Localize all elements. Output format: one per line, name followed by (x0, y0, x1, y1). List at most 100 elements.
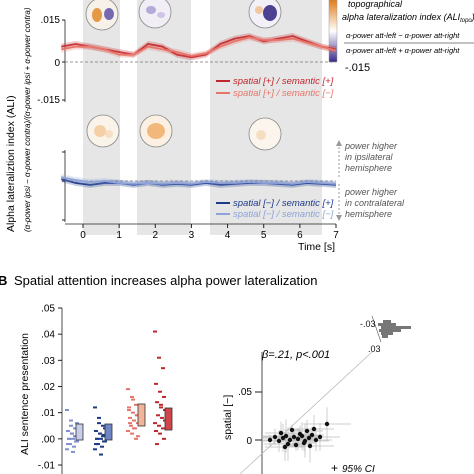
scatter-point (283, 433, 289, 439)
scatter-ytick: .05 (238, 387, 252, 398)
strip-point (155, 443, 159, 446)
strip-point (155, 401, 159, 404)
strip-point (131, 411, 135, 414)
strip-point (157, 424, 161, 427)
scatter-ylabel: spatial [−] (222, 395, 234, 440)
svg-text:power higher: power higher (344, 187, 398, 197)
strip-point (65, 409, 69, 412)
x-tick-label: 0 (80, 230, 86, 241)
svg-text:in ipsilateral: in ipsilateral (345, 152, 394, 162)
scatter-point (278, 430, 284, 436)
ci-label: 95% CI (342, 464, 375, 474)
strip-ytick: .03 (41, 356, 55, 367)
scatter-point (297, 431, 303, 437)
scatter-points (262, 407, 351, 463)
strip-axes: .05 .04 .03 .02 .01 .00 -.01 ALI sentence pres… (19, 304, 63, 474)
scatter-ytick: 0 (246, 436, 252, 447)
strip-point (75, 422, 79, 425)
strip-point (162, 437, 166, 440)
strip-point (97, 416, 101, 419)
topoplot-icon (86, 114, 120, 148)
scatter-point (301, 440, 307, 446)
strip-point (160, 416, 164, 419)
strip-point (71, 450, 75, 453)
colorbar-min-label: -.015 (345, 62, 370, 74)
strip-point (158, 432, 162, 435)
side-notes: power higher in ipsilateral hemisphere p… (336, 140, 405, 221)
scatter-point (293, 442, 299, 448)
scatter-axes: .05 0 spatial [−] β=.21, p<.001 95% CI + (222, 349, 375, 474)
strip-point (93, 448, 97, 451)
x-axis-label: Time [s] (298, 241, 335, 253)
strip-point (100, 445, 104, 448)
strip-point (74, 440, 78, 443)
scatter-histogram: -.03 .03 (360, 315, 411, 354)
scatter-point (324, 421, 330, 427)
mid-panel-series (61, 174, 337, 188)
x-tick-label: 7 (333, 230, 339, 241)
strip-ytick: .04 (41, 330, 55, 341)
strip-point (99, 453, 103, 456)
x-tick-label: 1 (116, 230, 122, 241)
topoplots-mid (86, 114, 282, 151)
scatter-point (272, 434, 278, 440)
legend-label: spatial [−] / semantic [+] (233, 198, 334, 209)
ci-marker: + (331, 461, 338, 474)
scatter-point (282, 444, 288, 450)
strip-ytick: .00 (41, 434, 55, 445)
strip-point (162, 395, 166, 398)
x-tick-label: 3 (189, 230, 195, 241)
colorbar-formula-denominator: α-power att-left + α-power att-right (346, 46, 460, 55)
strip-point (129, 424, 133, 427)
x-tick-label: 2 (153, 230, 159, 241)
scatter-point (287, 437, 293, 443)
scatter-point (276, 438, 282, 444)
strip-boxes (75, 403, 173, 441)
scatter-point (317, 434, 323, 440)
legend-label: spatial [−] / semantic [−] (233, 209, 334, 220)
strip-point (99, 437, 103, 440)
strip-point (126, 429, 130, 432)
panel-b-title: Spatial attention increases alpha power … (14, 273, 318, 288)
strip-ytick: .05 (41, 304, 55, 315)
colorbar-title-line1: topographical (348, 0, 403, 9)
hist-tick: .03 (368, 344, 381, 354)
strip-point (102, 433, 106, 436)
strip-point (66, 443, 70, 446)
top-ytick: 0 (54, 58, 60, 69)
svg-text:hemisphere: hemisphere (345, 209, 392, 219)
strip-point (73, 435, 77, 438)
colorbar-formula-numerator: α-power att-left − α-power att-right (346, 31, 460, 40)
strip-point (159, 406, 163, 409)
scatter-point (307, 443, 313, 449)
legend-label: spatial [+] / semantic [+] (233, 76, 334, 87)
strip-point (102, 440, 106, 443)
strip-point (132, 427, 136, 430)
x-tick-label: 5 (261, 230, 267, 241)
strip-point (126, 388, 130, 391)
strip-point (70, 432, 74, 435)
strip-ytick: .02 (41, 382, 55, 393)
scatter-point (267, 437, 273, 443)
panel-b-letter: B (0, 273, 7, 288)
strip-point (131, 398, 135, 401)
strip-point (130, 432, 134, 435)
scatter-point (304, 428, 310, 434)
mid-legend: spatial [−] / semantic [+] spatial [−] /… (216, 198, 334, 220)
strip-point (101, 424, 105, 427)
colorbar-title-line2: alpha lateralization index (ALItopo) (342, 12, 474, 24)
topoplot-icon (85, 0, 119, 31)
series-line (61, 176, 337, 185)
strip-point (134, 437, 138, 440)
strip-point (134, 403, 138, 406)
y-axis-formula: (α-power ipsi − α-power contra)/(α-power… (23, 7, 32, 232)
strip-point (127, 406, 131, 409)
y-axis-title: Alpha lateraliztion index (ALI) (5, 95, 17, 232)
scatter-point (309, 432, 315, 438)
topoplot-icon (138, 0, 172, 29)
hist-tick: -.03 (360, 319, 376, 329)
topoplots-top (85, 0, 282, 31)
strip-point (66, 429, 70, 432)
strip-point (161, 427, 165, 430)
x-tick-label: 4 (225, 230, 231, 241)
